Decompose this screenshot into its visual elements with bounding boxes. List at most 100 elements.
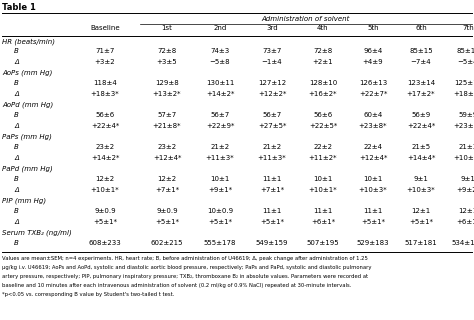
- Text: −5±4: −5±4: [458, 59, 474, 65]
- Text: +12±2*: +12±2*: [258, 91, 286, 97]
- Text: B: B: [14, 48, 19, 54]
- Text: +22±9*: +22±9*: [206, 123, 234, 129]
- Text: +5±1*: +5±1*: [409, 219, 433, 225]
- Text: −1±4: −1±4: [262, 59, 283, 65]
- Text: +10±3*: +10±3*: [407, 187, 435, 193]
- Text: +16±2*: +16±2*: [309, 91, 337, 97]
- Text: +22±7*: +22±7*: [359, 91, 387, 97]
- Text: +11±2*: +11±2*: [309, 155, 337, 161]
- Text: 21±2: 21±2: [263, 144, 282, 150]
- Text: PaPs (mm Hg): PaPs (mm Hg): [2, 134, 52, 140]
- Text: +3±5: +3±5: [157, 59, 177, 65]
- Text: 72±8: 72±8: [313, 48, 333, 54]
- Text: +22±4*: +22±4*: [407, 123, 435, 129]
- Text: 602±215: 602±215: [151, 240, 183, 246]
- Text: +7±1*: +7±1*: [155, 187, 179, 193]
- Text: 56±7: 56±7: [263, 112, 282, 118]
- Text: *p<0.05 vs. corresponding B value by Student's two-tailed t test.: *p<0.05 vs. corresponding B value by Stu…: [2, 292, 174, 297]
- Text: 56±7: 56±7: [210, 112, 229, 118]
- Text: +6±1*: +6±1*: [456, 219, 474, 225]
- Text: +11±3*: +11±3*: [206, 155, 234, 161]
- Text: 123±14: 123±14: [407, 80, 435, 86]
- Text: artery pressure, respectively; PIP, pulmonary inspiratory pressure; TXB₂, thromb: artery pressure, respectively; PIP, pulm…: [2, 274, 368, 279]
- Text: 60±4: 60±4: [364, 112, 383, 118]
- Text: 555±178: 555±178: [204, 240, 236, 246]
- Text: 9±0.9: 9±0.9: [94, 208, 116, 214]
- Text: 11±1: 11±1: [313, 208, 333, 214]
- Text: +12±4*: +12±4*: [359, 155, 387, 161]
- Text: 22±4: 22±4: [364, 144, 383, 150]
- Text: baseline and 10 minutes after each intravenous administration of solvent (0.2 ml: baseline and 10 minutes after each intra…: [2, 283, 351, 288]
- Text: AoPd (mm Hg): AoPd (mm Hg): [2, 102, 53, 108]
- Text: −7±4: −7±4: [410, 59, 431, 65]
- Text: Δ: Δ: [14, 123, 19, 129]
- Text: +10±1*: +10±1*: [309, 187, 337, 193]
- Text: +5±1*: +5±1*: [93, 219, 117, 225]
- Text: 85±18: 85±18: [456, 48, 474, 54]
- Text: 96±4: 96±4: [364, 48, 383, 54]
- Text: 130±11: 130±11: [206, 80, 234, 86]
- Text: PIP (mm Hg): PIP (mm Hg): [2, 198, 46, 204]
- Text: 10±1: 10±1: [210, 176, 230, 182]
- Text: 10±0.9: 10±0.9: [207, 208, 233, 214]
- Text: 6th: 6th: [415, 25, 427, 31]
- Text: Serum TXB₂ (ng/ml): Serum TXB₂ (ng/ml): [2, 230, 72, 236]
- Text: +22±4*: +22±4*: [91, 123, 119, 129]
- Text: PaPd (mm Hg): PaPd (mm Hg): [2, 166, 53, 172]
- Text: +6±1*: +6±1*: [311, 219, 335, 225]
- Text: 5th: 5th: [367, 25, 379, 31]
- Text: 21±5: 21±5: [411, 144, 430, 150]
- Text: B: B: [14, 208, 19, 214]
- Text: +3±2: +3±2: [95, 59, 115, 65]
- Text: Baseline: Baseline: [90, 25, 120, 31]
- Text: 9±1: 9±1: [461, 176, 474, 182]
- Text: +17±2*: +17±2*: [407, 91, 435, 97]
- Text: +4±9: +4±9: [363, 59, 383, 65]
- Text: +23±6*: +23±6*: [454, 123, 474, 129]
- Text: +9±1*: +9±1*: [208, 187, 232, 193]
- Text: AoPs (mm Hg): AoPs (mm Hg): [2, 70, 52, 76]
- Text: 1st: 1st: [162, 25, 173, 31]
- Text: +27±5*: +27±5*: [258, 123, 286, 129]
- Text: +10±1*: +10±1*: [91, 187, 119, 193]
- Text: 128±10: 128±10: [309, 80, 337, 86]
- Text: +14±4*: +14±4*: [407, 155, 435, 161]
- Text: 59±9: 59±9: [458, 112, 474, 118]
- Text: 129±8: 129±8: [155, 80, 179, 86]
- Text: +18±3*: +18±3*: [454, 91, 474, 97]
- Text: 126±13: 126±13: [359, 80, 387, 86]
- Text: +18±3*: +18±3*: [91, 91, 119, 97]
- Text: Values are mean±SEM; n=4 experiments. HR, heart rate; B, before administration o: Values are mean±SEM; n=4 experiments. HR…: [2, 256, 368, 261]
- Text: 12±2: 12±2: [157, 176, 176, 182]
- Text: Δ: Δ: [14, 59, 19, 65]
- Text: +2±1: +2±1: [313, 59, 333, 65]
- Text: +5±1*: +5±1*: [361, 219, 385, 225]
- Text: 125±13: 125±13: [454, 80, 474, 86]
- Text: 9±1: 9±1: [413, 176, 428, 182]
- Text: +23±8*: +23±8*: [359, 123, 387, 129]
- Text: +22±5*: +22±5*: [309, 123, 337, 129]
- Text: 56±9: 56±9: [411, 112, 430, 118]
- Text: 127±12: 127±12: [258, 80, 286, 86]
- Text: Δ: Δ: [14, 187, 19, 193]
- Text: B: B: [14, 144, 19, 150]
- Text: +10±3*: +10±3*: [359, 187, 387, 193]
- Text: 21±2: 21±2: [210, 144, 229, 150]
- Text: 56±6: 56±6: [95, 112, 115, 118]
- Text: 74±3: 74±3: [210, 48, 229, 54]
- Text: 9±0.9: 9±0.9: [156, 208, 178, 214]
- Text: 11±1: 11±1: [262, 208, 282, 214]
- Text: +14±2*: +14±2*: [91, 155, 119, 161]
- Text: 2nd: 2nd: [213, 25, 227, 31]
- Text: 517±181: 517±181: [405, 240, 438, 246]
- Text: B: B: [14, 80, 19, 86]
- Text: +5±1*: +5±1*: [155, 219, 179, 225]
- Text: +12±4*: +12±4*: [153, 155, 181, 161]
- Text: 608±233: 608±233: [89, 240, 121, 246]
- Text: +7±1*: +7±1*: [260, 187, 284, 193]
- Text: 73±7: 73±7: [262, 48, 282, 54]
- Text: Administration of solvent: Administration of solvent: [262, 16, 350, 22]
- Text: 3rd: 3rd: [266, 25, 278, 31]
- Text: 7th: 7th: [462, 25, 474, 31]
- Text: 21±3: 21±3: [458, 144, 474, 150]
